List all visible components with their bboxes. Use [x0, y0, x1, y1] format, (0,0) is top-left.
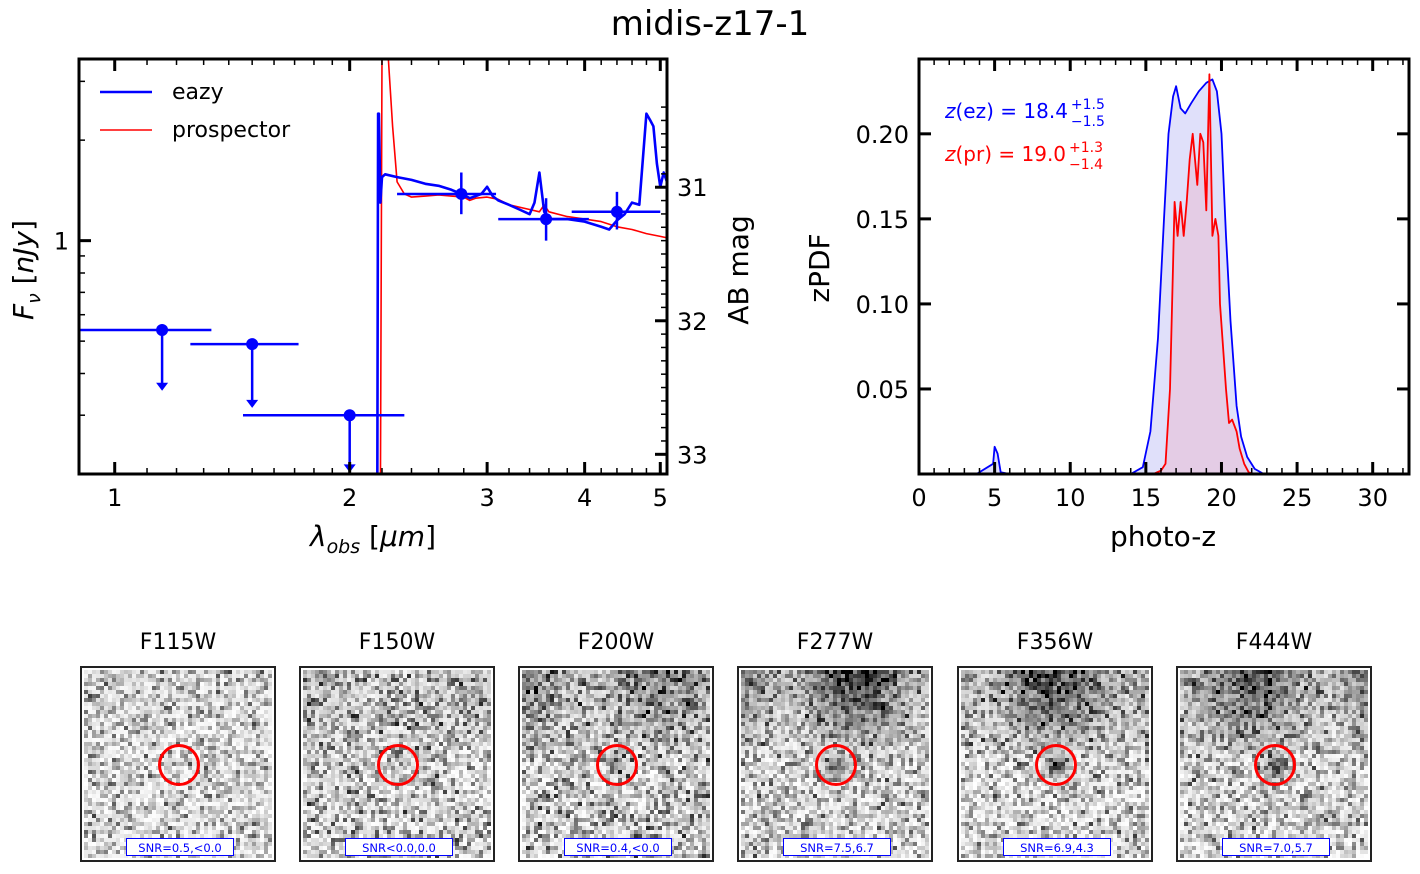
photometry-point-F115W [79, 323, 212, 391]
photometry-marker [246, 338, 259, 351]
snr-label: SNR=7.0,5.7 [1222, 838, 1330, 856]
y-tick-label: 1 [54, 228, 69, 256]
figure-title: midis-z17-1 [610, 4, 810, 44]
snr-label: SNR=7.5,6.7 [783, 838, 891, 856]
stamp-title-F356W: F356W [1016, 630, 1094, 655]
y-axis-label: Fν [nJy] [7, 220, 45, 320]
x-tick-label: 25 [1282, 484, 1313, 512]
zpdf-line-eazy [919, 78, 1409, 474]
annotation-text: z(pr) = 19.0 [944, 142, 1066, 166]
x-axis-label: photo-z [1110, 520, 1216, 553]
source-aperture-circle [1035, 744, 1077, 786]
y-tick-label: 0.10 [856, 291, 909, 319]
sed-frame [77, 57, 669, 476]
zpdf-frame [917, 57, 1411, 476]
x-tick-label: 4 [577, 484, 592, 512]
stamp-F150W: SNR<0.0,0.0 [299, 666, 495, 862]
y2-axis-label: AB mag [722, 215, 755, 324]
y-axis-label: zPDF [803, 233, 836, 302]
annotation-sup: +1.3 [1069, 140, 1103, 156]
y2-tick-label: 33 [677, 441, 708, 469]
arrow-head [156, 382, 169, 391]
x-tick-label: 3 [479, 484, 494, 512]
photometry-point-F277W [397, 172, 497, 215]
annotation-sup: +1.5 [1071, 97, 1105, 113]
x-tick-label: 15 [1131, 484, 1162, 512]
stamp-title-F150W: F150W [358, 630, 436, 655]
legend-label: prospector [172, 118, 291, 143]
photometry-marker [455, 187, 468, 200]
photometry-marker [610, 205, 623, 218]
zpdf-plot-area [919, 73, 1409, 474]
legend-entry-prospector: prospector [100, 118, 291, 143]
snr-label: SNR<0.0,0.0 [345, 838, 453, 856]
stamp-title-F200W: F200W [577, 630, 655, 655]
sed-line-prospector [379, 59, 667, 474]
stamp-F444W: SNR=7.0,5.7 [1176, 666, 1372, 862]
y-tick-label: 0.15 [856, 206, 909, 234]
annotation-text: z(ez) = 18.4 [944, 99, 1068, 123]
x-tick-label: 1 [107, 484, 122, 512]
y2-tick-label: 32 [677, 308, 708, 336]
y-tick-label: 0.05 [856, 376, 909, 404]
photometry-point-F356W [498, 198, 589, 241]
zpdf-fill-eazy [919, 79, 1409, 474]
photometry-marker [343, 409, 356, 422]
stamp-title-F115W: F115W [139, 630, 217, 655]
y2-tick-label: 31 [677, 174, 708, 202]
sed-line-eazy [376, 112, 667, 474]
source-aperture-circle [596, 744, 638, 786]
x-tick-label: 20 [1206, 484, 1237, 512]
x-tick-label: 2 [342, 484, 357, 512]
redshift-annotation: z(pr) = 19.0 +1.3−1.4 [944, 140, 1103, 173]
redshift-annotation: z(ez) = 18.4 +1.5−1.5 [944, 97, 1105, 130]
stamp-title-F444W: F444W [1235, 630, 1313, 655]
legend-label: eazy [172, 80, 224, 105]
stamp-F115W: SNR=0.5,<0.0 [80, 666, 276, 862]
photometry-point-F444W [571, 191, 661, 230]
source-aperture-circle [815, 744, 857, 786]
y-tick-label: 0.20 [856, 121, 909, 149]
photometry-marker [540, 213, 553, 226]
x-tick-label: 5 [653, 484, 668, 512]
legend-entry-eazy: eazy [100, 80, 224, 105]
stamp-F356W: SNR=6.9,4.3 [957, 666, 1153, 862]
x-tick-label: 10 [1055, 484, 1086, 512]
x-tick-label: 0 [911, 484, 926, 512]
snr-label: SNR=0.4,<0.0 [564, 838, 672, 856]
photometry-marker [156, 323, 169, 336]
stamp-title-F277W: F277W [796, 630, 874, 655]
photometry-point-F150W [190, 338, 299, 408]
annotation-sub: −1.5 [1071, 114, 1105, 130]
zpdf-line-prospector [919, 73, 1409, 474]
source-aperture-circle [377, 744, 419, 786]
annotation-sub: −1.4 [1069, 157, 1103, 173]
stamp-F277W: SNR=7.5,6.7 [737, 666, 933, 862]
stamp-F200W: SNR=0.4,<0.0 [518, 666, 714, 862]
sed-plot-area [79, 59, 667, 474]
x-tick-label: 5 [987, 484, 1002, 512]
source-aperture-circle [1254, 744, 1296, 786]
snr-label: SNR=6.9,4.3 [1003, 838, 1111, 856]
x-tick-label: 30 [1357, 484, 1388, 512]
source-aperture-circle [158, 744, 200, 786]
arrow-head [246, 399, 259, 408]
x-axis-label: λobs [μm] [308, 520, 436, 558]
snr-label: SNR=0.5,<0.0 [126, 838, 234, 856]
